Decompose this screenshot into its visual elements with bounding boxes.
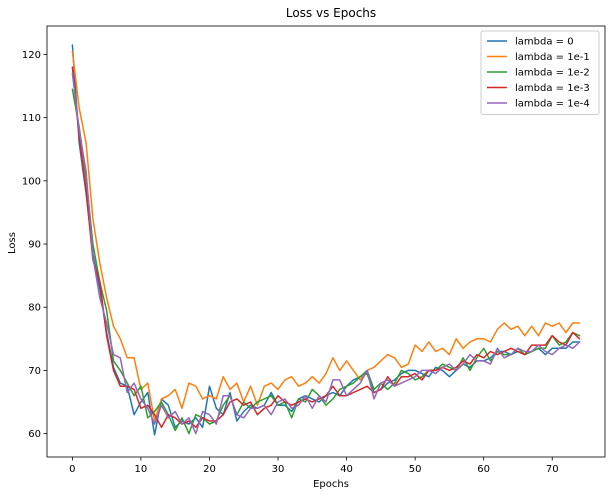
y-axis-label: Loss (7, 232, 18, 254)
legend-label-1: lambda = 1e-1 (515, 52, 590, 63)
y-tick-label: 110 (22, 113, 41, 124)
x-tick-label: 20 (203, 464, 216, 475)
series-line-4 (71, 72, 581, 435)
x-axis-label: Epochs (313, 479, 349, 490)
x-tick-label: 40 (340, 464, 353, 475)
legend-label-4: lambda = 1e-4 (515, 99, 590, 110)
legend-label-3: lambda = 1e-3 (515, 83, 590, 94)
x-tick-label: 10 (135, 464, 148, 475)
x-tick-label: 30 (272, 464, 285, 475)
x-tick-label: 70 (546, 464, 559, 475)
legend-label-0: lambda = 0 (515, 37, 574, 48)
y-tick-label: 70 (28, 366, 41, 377)
chart-title: Loss vs Epochs (286, 6, 376, 20)
series-line-2 (71, 88, 581, 435)
legend-box (480, 30, 600, 115)
y-tick-label: 120 (22, 50, 41, 61)
x-tick-label: 0 (69, 464, 75, 475)
legend-label-2: lambda = 1e-2 (515, 68, 590, 79)
series-line-1 (71, 50, 581, 422)
y-tick-label: 60 (28, 429, 41, 440)
y-tick-label: 80 (28, 303, 41, 314)
axis-ticks: 0 10 20 30 40 50 60 70 60 70 80 90 100 110 120 (22, 50, 559, 475)
plot-frame (46, 25, 606, 458)
x-tick-label: 50 (409, 464, 422, 475)
series-lines (71, 44, 581, 436)
y-tick-label: 100 (22, 176, 41, 187)
x-tick-label: 60 (477, 464, 490, 475)
y-tick-label: 90 (28, 240, 41, 251)
legend: lambda = 0 lambda = 1e-1 lambda = 1e-2 lamb… (480, 30, 600, 115)
